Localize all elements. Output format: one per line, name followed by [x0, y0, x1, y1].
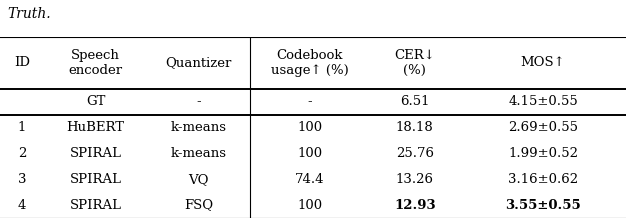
Text: FSQ: FSQ: [184, 199, 213, 211]
Text: 74.4: 74.4: [295, 173, 325, 186]
Text: 100: 100: [297, 121, 322, 134]
Text: 3.16±0.62: 3.16±0.62: [508, 173, 578, 186]
Text: 13.26: 13.26: [396, 173, 434, 186]
Text: SPIRAL: SPIRAL: [69, 173, 121, 186]
Text: 6.51: 6.51: [400, 95, 429, 108]
Text: k-means: k-means: [171, 147, 227, 160]
Text: 4: 4: [18, 199, 26, 211]
Text: VQ: VQ: [188, 173, 209, 186]
Text: 25.76: 25.76: [396, 147, 434, 160]
Text: 2.69±0.55: 2.69±0.55: [508, 121, 578, 134]
Text: Quantizer: Quantizer: [165, 56, 232, 69]
Text: HuBERT: HuBERT: [66, 121, 125, 134]
Text: Speech
encoder: Speech encoder: [68, 49, 123, 77]
Text: MOS↑: MOS↑: [521, 56, 565, 69]
Text: CER↓
(%): CER↓ (%): [394, 49, 435, 77]
Text: 3: 3: [18, 173, 26, 186]
Text: k-means: k-means: [171, 121, 227, 134]
Text: SPIRAL: SPIRAL: [69, 199, 121, 211]
Text: 18.18: 18.18: [396, 121, 434, 134]
Text: 12.93: 12.93: [394, 199, 436, 211]
Text: Truth.: Truth.: [8, 7, 51, 20]
Text: 4.15±0.55: 4.15±0.55: [508, 95, 578, 108]
Text: -: -: [307, 95, 312, 108]
Text: 3.55±0.55: 3.55±0.55: [505, 199, 581, 211]
Text: 1: 1: [18, 121, 26, 134]
Text: Codebook
usage↑ (%): Codebook usage↑ (%): [271, 49, 349, 77]
Text: ID: ID: [14, 56, 30, 69]
Text: 2: 2: [18, 147, 26, 160]
Text: 1.99±0.52: 1.99±0.52: [508, 147, 578, 160]
Text: GT: GT: [86, 95, 105, 108]
Text: 100: 100: [297, 147, 322, 160]
Text: -: -: [197, 95, 201, 108]
Text: 100: 100: [297, 199, 322, 211]
Text: SPIRAL: SPIRAL: [69, 147, 121, 160]
